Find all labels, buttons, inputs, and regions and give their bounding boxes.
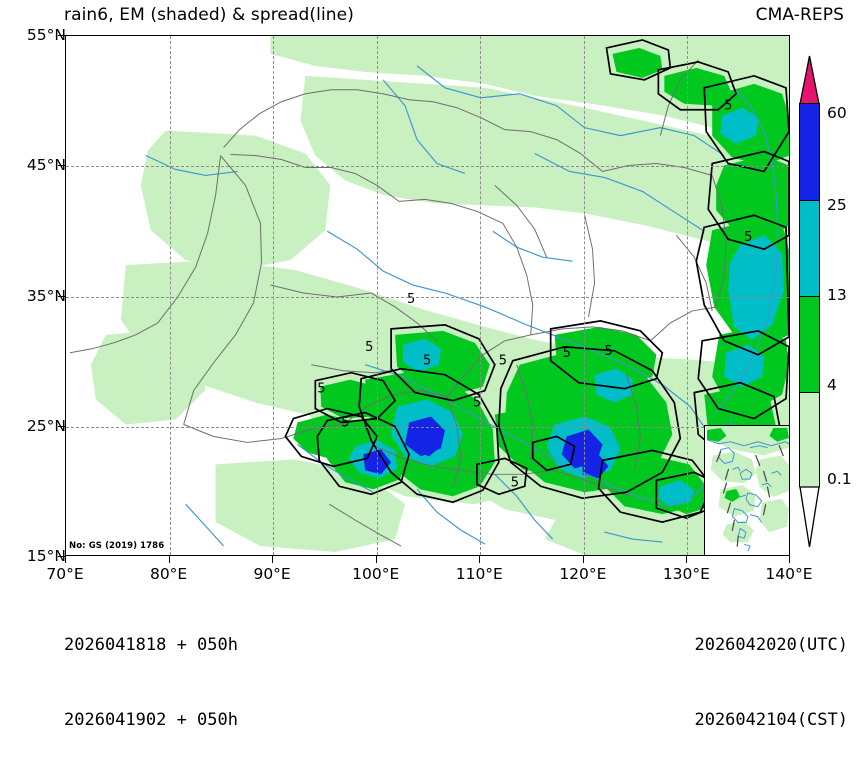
colorbar-extend-min — [799, 486, 820, 548]
contour-label-5: 5 — [473, 396, 481, 411]
x-tick-label: 100°E — [352, 565, 400, 583]
init-time-utc: 2026041818 + 050h — [64, 635, 238, 655]
contour-label-5: 5 — [407, 292, 415, 307]
contour-label-5: 5 — [724, 99, 732, 114]
south-china-sea-inset — [704, 425, 789, 555]
footer: 2026041818 + 050h 2026041902 + 050h 2026… — [0, 583, 860, 730]
contour-label-5: 5 — [499, 354, 507, 369]
colorbar-tick-25: 25 — [827, 196, 847, 214]
colorbar-band-25-60 — [800, 104, 819, 200]
colorbar-tick-4: 4 — [827, 376, 837, 394]
colorbar-band-13-25 — [800, 200, 819, 297]
contour-label-5: 5 — [317, 382, 325, 397]
contour-label-5: 5 — [744, 230, 752, 245]
y-tick-label: 15°N — [26, 547, 66, 565]
colorbar-band-4-13 — [800, 296, 819, 393]
map-approval-number: No: GS (2019) 1786 — [69, 541, 165, 551]
contour-labels: 5 5 5 5 5 5 5 5 5 5 5 5 — [317, 99, 752, 491]
colorbar-tick-60: 60 — [827, 104, 847, 122]
contour-label-5: 5 — [563, 346, 571, 361]
contour-label-5: 5 — [341, 416, 349, 431]
precipitation-field: 5 5 5 5 5 5 5 5 5 5 5 5 — [69, 36, 789, 555]
y-tick-label: 25°N — [26, 416, 66, 435]
valid-time-block: 2026042020(UTC) 2026042104(CST) — [694, 583, 848, 783]
y-tick-label: 55°N — [26, 26, 66, 44]
colorbar-extend-max — [799, 55, 820, 105]
y-tick-label: 35°N — [26, 286, 66, 305]
colorbar: 60 25 13 4 0.1 — [799, 55, 852, 548]
valid-time-cst: 2026042104(CST) — [694, 710, 848, 730]
inset-map — [705, 426, 789, 552]
x-tick-label: 120°E — [559, 565, 607, 583]
x-tick-label: 140°E — [765, 565, 813, 583]
contour-label-5: 5 — [365, 340, 373, 355]
map-plot-area: 5 5 5 5 5 5 5 5 5 5 5 5 — [65, 35, 790, 556]
colorbar-tick-0.1: 0.1 — [827, 470, 852, 488]
figure-root: rain6, EM (shaded) & spread(line) CMA-RE… — [0, 5, 860, 730]
model-label: CMA-REPS — [755, 5, 844, 25]
spread-contours — [284, 39, 789, 523]
admin-borders — [69, 59, 727, 547]
colorbar-bands — [799, 103, 820, 487]
init-time-block: 2026041818 + 050h 2026041902 + 050h — [64, 583, 238, 783]
x-tick-label: 80°E — [149, 565, 188, 583]
contour-label-5: 5 — [511, 475, 519, 490]
contour-label-5: 5 — [423, 354, 431, 369]
colorbar-band-0.1-4 — [800, 392, 819, 487]
colorbar-tick-13: 13 — [827, 286, 847, 304]
page-title: rain6, EM (shaded) & spread(line) — [64, 5, 354, 25]
x-tick-label: 130°E — [662, 565, 710, 583]
x-tick-label: 90°E — [253, 565, 291, 583]
contour-label-5: 5 — [605, 344, 613, 359]
x-tick-label: 110°E — [455, 565, 503, 583]
init-time-cst: 2026041902 + 050h — [64, 710, 238, 730]
valid-time-utc: 2026042020(UTC) — [694, 635, 848, 655]
y-tick-label: 45°N — [26, 156, 66, 175]
x-tick-label: 70°E — [46, 565, 84, 583]
map-canvas: 5 5 5 5 5 5 5 5 5 5 5 5 — [66, 36, 789, 555]
